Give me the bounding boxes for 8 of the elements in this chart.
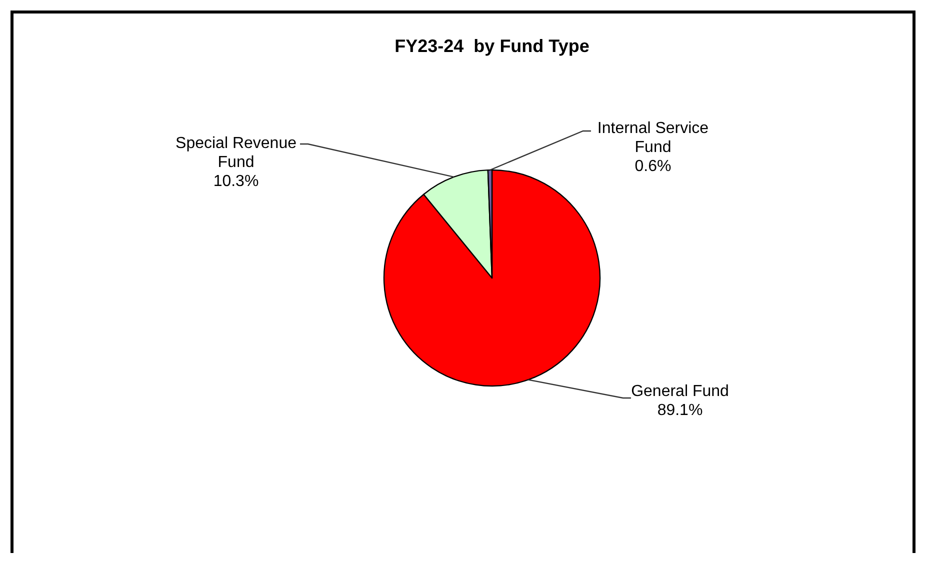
slice-label: Internal Service Fund [597, 120, 709, 156]
data-label: 0.6% [634, 158, 672, 175]
data-label: 89.1% [657, 402, 703, 419]
data-label: 10.3% [213, 173, 259, 190]
slice-label: General Fund [631, 383, 729, 400]
chart-title: FY23-24 by Fund Type [394, 36, 590, 56]
pie-slice [383, 169, 600, 387]
slice-label: Special Revenue Fund [176, 135, 297, 171]
